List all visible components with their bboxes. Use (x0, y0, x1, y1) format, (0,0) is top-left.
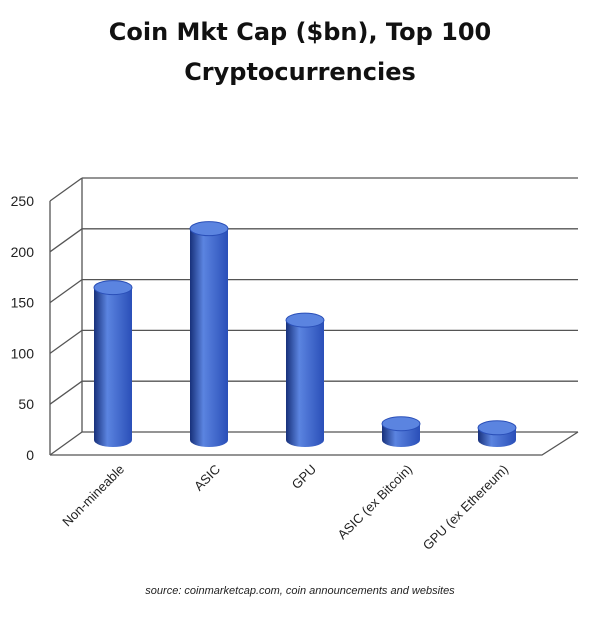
gridline-left-wall (49, 431, 83, 456)
bar (189, 221, 229, 447)
y-tick-label: 150 (11, 295, 35, 311)
bars (93, 221, 517, 447)
y-tick-label: 100 (11, 345, 35, 361)
bar (285, 312, 325, 447)
x-tick-label: GPU (289, 462, 320, 493)
bar-top (93, 280, 133, 296)
bar (93, 280, 133, 447)
bar-body (286, 320, 324, 447)
bar-top (285, 312, 325, 328)
x-tick-label: ASIC (ex Bitcoin) (335, 462, 416, 543)
bar (477, 420, 517, 447)
gridlines (49, 177, 579, 456)
bar (381, 416, 421, 447)
y-tick-label: 50 (18, 396, 34, 412)
bar-top (189, 221, 229, 237)
floor-edge (50, 431, 579, 456)
gridline-left-wall (49, 228, 83, 253)
gridline-left-wall (49, 380, 83, 405)
gridline-left-wall (49, 279, 83, 304)
bar-body (94, 287, 132, 447)
chart-title-line-1: Coin Mkt Cap ($bn), Top 100 (108, 18, 492, 46)
x-axis-tick-labels: Non-mineable ASIC GPU ASIC (ex Bitcoin) GPU … (59, 462, 511, 553)
y-tick-label: 250 (11, 193, 35, 209)
x-tick-label: GPU (ex Ethereum) (420, 462, 511, 553)
y-tick-label: 0 (26, 447, 34, 463)
chart-title-line-2: Cryptocurrencies (184, 58, 416, 86)
bar-top (381, 416, 421, 432)
y-axis-tick-labels: 0 50 100 150 200 250 (11, 193, 35, 463)
gridline-left-wall (49, 177, 83, 202)
bar-body (190, 228, 228, 447)
bar-top (477, 420, 517, 436)
gridline-left-wall (49, 329, 83, 354)
x-tick-label: ASIC (191, 462, 223, 494)
x-tick-label: Non-mineable (59, 462, 127, 530)
chart-source-note: source: coinmarketcap.com, coin announce… (145, 585, 455, 597)
y-tick-label: 200 (11, 244, 35, 260)
